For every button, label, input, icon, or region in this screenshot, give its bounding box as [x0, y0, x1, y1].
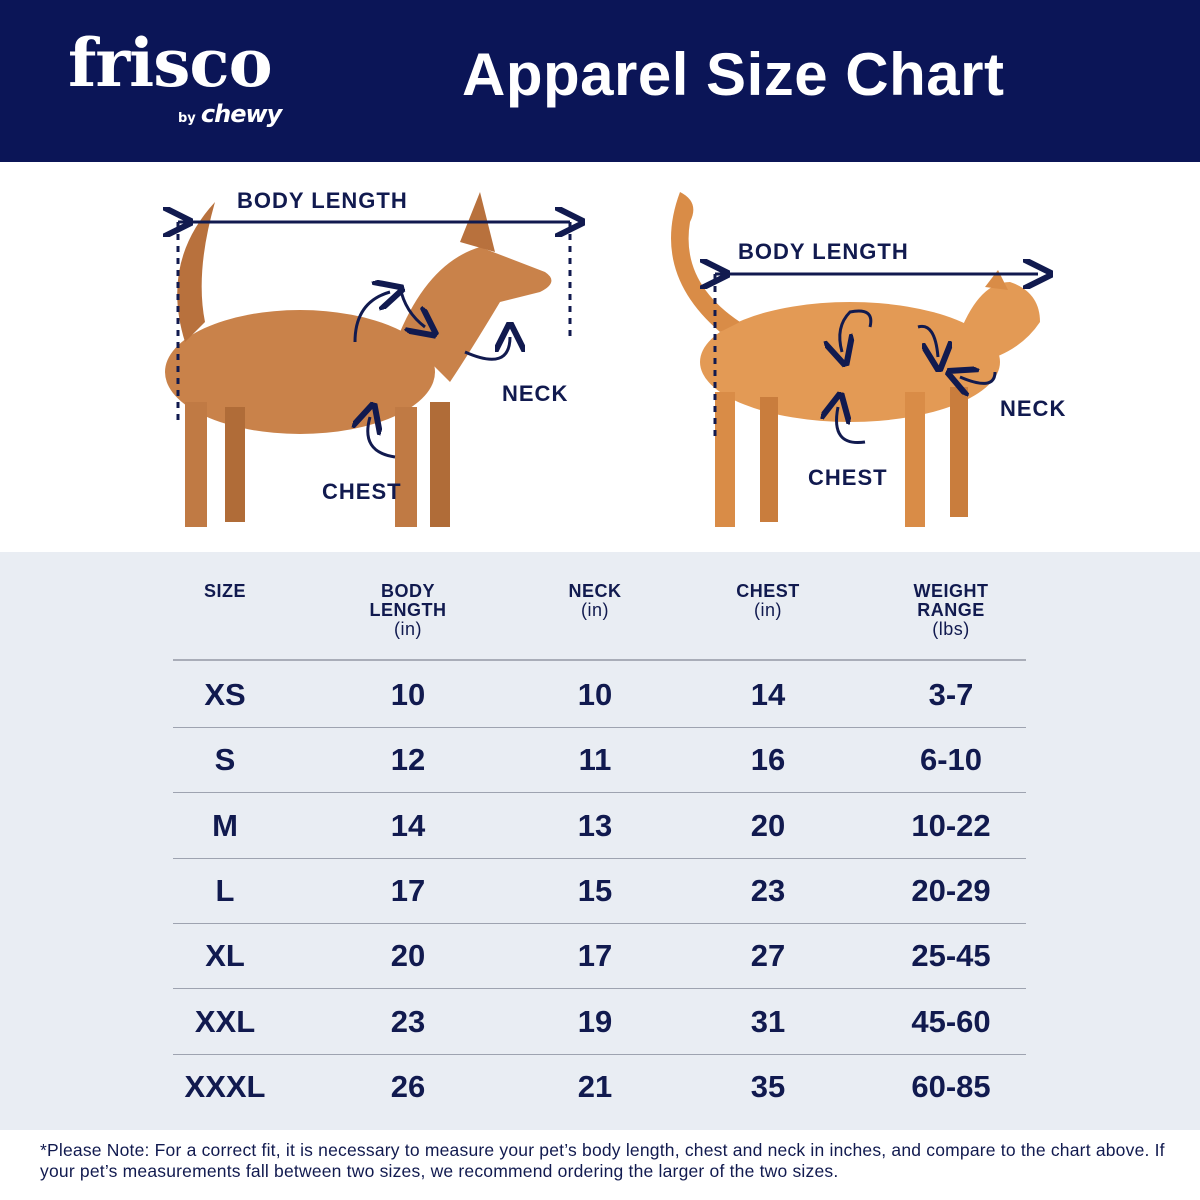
cat-neck-label: NECK: [1000, 396, 1067, 421]
size-cell: XL: [205, 938, 245, 974]
neck-cell: 21: [577, 1068, 613, 1104]
header-weight-range: WEIGHT RANGE (lbs): [913, 581, 989, 639]
size-cell: XXXL: [184, 1068, 266, 1104]
table-row: XL 20 17 27 25-45: [173, 923, 1026, 988]
body-length-cell: 14: [390, 807, 426, 843]
size-cell: M: [212, 807, 238, 843]
header-banner: frisco by chewy Apparel Size Chart: [0, 0, 1200, 162]
neck-cell: 17: [577, 938, 613, 974]
row-divider: [173, 857, 1026, 859]
neck-cell: 10: [577, 677, 613, 712]
size-cell: L: [215, 872, 235, 908]
footer-note: *Please Note: For a correct fit, it is n…: [40, 1140, 1165, 1181]
pet-photos: [0, 192, 1200, 527]
chest-cell: 16: [750, 742, 786, 778]
page-title: Apparel Size Chart: [462, 41, 1005, 108]
chest-cell: 20: [750, 807, 786, 843]
header-divider: [173, 659, 1026, 661]
chest-cell: 35: [750, 1068, 786, 1104]
body-length-cell: 26: [390, 1068, 426, 1104]
cat-body-length-label: BODY LENGTH: [738, 239, 909, 264]
header-size: SIZE: [203, 581, 246, 601]
pet-measurement-illustration: BODY LENGTH NECK CHEST BODY LENGTH NECK …: [0, 162, 1200, 552]
cat-chest-label: CHEST: [808, 465, 888, 490]
body-length-cell: 23: [390, 1003, 426, 1039]
body-length-cell: 20: [390, 938, 426, 974]
dog-body-length-label: BODY LENGTH: [237, 188, 408, 213]
table-row: L 17 15 23 20-29: [173, 858, 1026, 923]
logo-by: by: [178, 111, 196, 126]
chest-cell: 14: [750, 677, 786, 712]
chest-cell: 27: [750, 938, 786, 974]
size-cell: XXL: [194, 1003, 256, 1039]
logo-chewy: chewy: [200, 100, 282, 128]
cat-photo: [671, 192, 1040, 527]
body-length-cell: 10: [390, 677, 426, 712]
weight-range-cell: 10-22: [911, 807, 991, 843]
neck-cell: 15: [577, 872, 613, 908]
size-cell: XS: [204, 677, 246, 712]
weight-range-cell: 45-60: [911, 1003, 991, 1039]
row-divider: [173, 727, 1026, 728]
body-length-cell: 12: [390, 742, 426, 778]
dog-chest-label: CHEST: [322, 479, 402, 504]
neck-cell: 13: [577, 807, 613, 843]
row-divider: [173, 988, 1026, 990]
header-chest: CHEST (in): [736, 581, 800, 620]
chest-cell: 23: [750, 872, 786, 908]
weight-range-cell: 3-7: [928, 677, 974, 712]
header-neck: NECK (in): [568, 581, 622, 620]
weight-range-cell: 6-10: [919, 742, 983, 778]
neck-cell: 19: [577, 1003, 613, 1039]
weight-range-cell: 20-29: [911, 872, 991, 908]
chest-cell: 31: [750, 1003, 786, 1039]
logo-byline: by chewy: [178, 100, 282, 128]
table-row: XXXL 26 21 35 60-85: [173, 1054, 1026, 1119]
neck-cell: 11: [578, 742, 612, 778]
body-length-cell: 17: [390, 872, 426, 908]
weight-range-cell: 60-85: [911, 1068, 991, 1104]
row-divider: [173, 792, 1026, 794]
size-table: SIZE BODY LENGTH (in) NECK (in) CHEST (in) …: [0, 552, 1200, 1130]
logo-brand: frisco: [68, 24, 273, 102]
table-row: S 12 11 16 6-10: [173, 727, 1026, 792]
row-divider: [173, 922, 1026, 924]
dog-neck-label: NECK: [502, 381, 569, 406]
weight-range-cell: 25-45: [911, 938, 991, 974]
header-body-length: BODY LENGTH (in): [369, 581, 447, 639]
frisco-logo: frisco by chewy: [68, 24, 282, 128]
row-divider: [173, 1053, 1026, 1055]
table-row: M 14 13 20 10-22: [173, 793, 1026, 858]
table-row: XXL 23 19 31 45-60: [173, 989, 1026, 1054]
dog-photo: [165, 192, 570, 527]
table-row: XS 10 10 14 3-7: [173, 662, 1026, 727]
size-cell: S: [214, 742, 236, 778]
